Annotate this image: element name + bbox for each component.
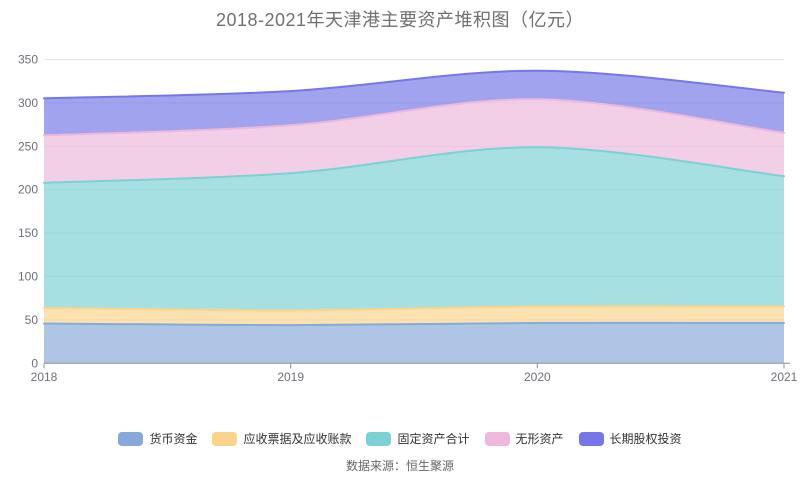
series-line-4 [43, 69, 785, 100]
series-line-0 [43, 321, 785, 327]
x-axis-label: 2021 [771, 370, 798, 384]
y-axis-label: 50 [25, 313, 39, 327]
legend-swatch-icon [118, 432, 144, 446]
y-axis-label: 350 [18, 53, 38, 67]
x-axis-label: 2019 [277, 370, 304, 384]
series-line-1 [43, 305, 785, 312]
legend-label: 货币资金 [149, 432, 198, 446]
y-axis-label: 250 [18, 139, 38, 153]
area-band-4 [44, 70, 784, 136]
data-source-note: 数据来源：恒生聚源 [345, 459, 454, 473]
legend-swatch-icon [366, 432, 392, 446]
series-line-3 [43, 98, 785, 137]
series-line-2 [43, 146, 785, 184]
legend-item-4[interactable]: 长期股权投资 [578, 431, 682, 447]
legend-item-2[interactable]: 固定资产合计 [366, 431, 470, 447]
legend-item-1[interactable]: 应收票据及应收账款 [212, 431, 351, 447]
chart-legend: 货币资金 应收票据及应收账款 固定资产合计 无形资产 长期股权投资 [0, 431, 800, 447]
y-axis-label: 200 [18, 183, 38, 197]
y-axis-label: 150 [18, 226, 38, 240]
area-band-3 [44, 99, 784, 183]
chart-title: 2018-2021年天津港主要资产堆积图（亿元） [215, 10, 585, 30]
legend-item-0[interactable]: 货币资金 [118, 431, 197, 447]
legend-swatch-icon [484, 432, 510, 446]
legend-label: 长期股权投资 [609, 432, 682, 446]
legend-swatch-icon [212, 432, 238, 446]
legend-label: 无形资产 [515, 432, 564, 446]
y-axis-label: 300 [18, 96, 38, 110]
legend-item-3[interactable]: 无形资产 [484, 431, 564, 447]
x-axis-label: 2020 [524, 370, 551, 384]
legend-swatch-icon [578, 432, 604, 446]
x-axis-label: 2018 [31, 370, 58, 384]
legend-label: 应收票据及应收账款 [243, 432, 352, 446]
area-band-0 [44, 322, 784, 364]
y-axis-label: 100 [18, 270, 38, 284]
stacked-area-chart: 0 50 100 150 200 250 300 350 2018 2019 2020 2021 [18, 53, 798, 385]
area-band-2 [44, 147, 784, 311]
y-axis-label: 0 [31, 356, 38, 370]
legend-label: 固定资产合计 [397, 432, 470, 446]
